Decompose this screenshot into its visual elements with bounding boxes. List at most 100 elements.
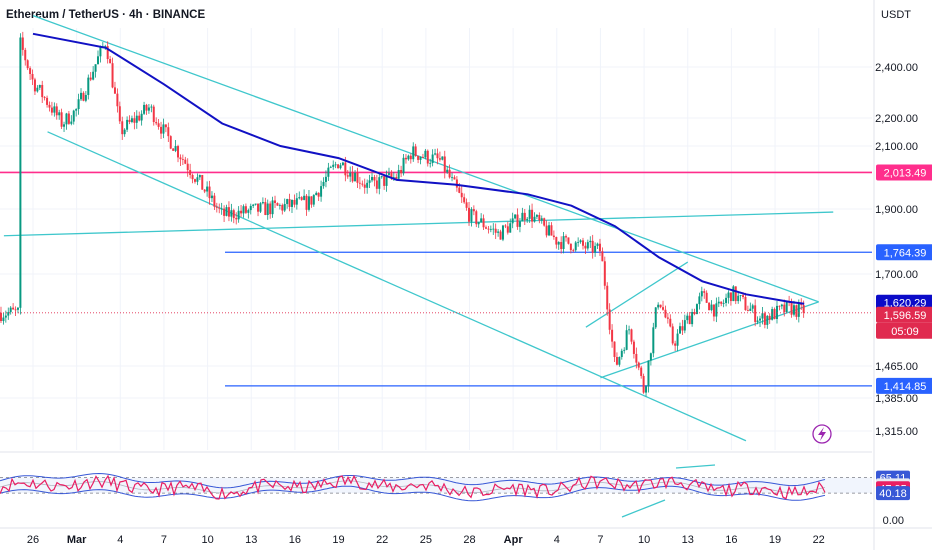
candle-body [671,326,674,344]
candle-body [354,172,357,182]
candle-body [36,87,39,92]
candle-body [24,49,27,61]
candle-body [662,307,665,310]
candle-body [565,236,568,238]
candle-body [778,305,781,307]
price-tick-label: 1,385.00 [875,393,918,405]
time-axis[interactable]: 26 Mar 4 7 10 13 16 19 22 25 28 Apr 4 7 10 13 16 19 22 [0,527,932,546]
candle-body [218,207,221,209]
candle-body [191,175,194,180]
candle-body [645,386,648,393]
candle-body [70,121,73,124]
price-tick-label: 1,700.00 [875,269,918,281]
candle-body [392,177,395,178]
candle-body [196,177,199,182]
candle-body [567,237,570,244]
candle-body [305,195,308,210]
candle-body [67,113,70,124]
candle-body [53,106,56,113]
candle-body [630,329,633,342]
candle-body [257,203,260,212]
candle-body [659,304,662,308]
rsi-level-badge [876,486,910,501]
candle-body [329,166,332,168]
candle-body [594,245,597,253]
candle-body [82,92,85,101]
candle-body [254,203,257,205]
candle-body [754,305,757,322]
candle-body [283,203,286,211]
time-tick-label: 4 [554,534,560,546]
candle-body [419,156,422,160]
level-badge-text: 1,414.85 [884,381,927,393]
candle-body [223,208,226,216]
candle-body [455,179,458,188]
lightning-icon[interactable] [812,424,832,444]
candle-body [237,210,240,220]
chart-title: Ethereum / TetherUS · 4h · BINANCE [6,9,205,21]
candle-body [208,186,211,199]
candle-body [518,221,521,227]
candle-body [409,155,412,160]
candle-body [421,156,424,158]
candle-body [489,228,492,230]
time-tick-label: 13 [682,534,694,546]
candle-body [26,60,29,69]
candle-body [334,164,337,166]
candle-body [130,118,133,122]
rsi-pane [0,451,872,518]
candle-body [727,292,730,298]
candle-body [184,159,187,164]
candle-body [293,199,296,205]
candle-body [140,113,143,121]
candle-body [332,164,335,167]
candle-body [14,309,17,311]
candle-body [84,94,87,101]
candle-body [649,353,652,361]
candle-body [60,112,63,127]
last-price-badge-text: 1,596.59 [884,310,927,322]
trendlines [3,14,834,442]
price-tick-label: 1,315.00 [875,426,918,438]
time-tick-label: 10 [201,534,213,546]
candle-body [438,158,441,160]
candle-body [227,207,230,217]
candle-body [426,150,429,164]
grid [0,28,872,450]
candle-body [92,71,95,80]
candle-body [511,218,514,224]
horizontal-levels [0,171,872,387]
price-tick-label: 1,900.00 [875,204,918,216]
candle-body [436,153,439,159]
candle-body [763,313,766,325]
candle-body [732,286,735,302]
candle-body [674,343,677,346]
candle-body [695,304,698,315]
candle-body [150,106,153,108]
candle-body [116,93,119,107]
candle-body [344,162,347,176]
candle-body [111,63,114,88]
candle-body [759,318,762,321]
candle-body [691,312,694,325]
candle-body [387,173,390,175]
candle-body [48,104,51,108]
candle-body [555,237,558,245]
candle-body [104,46,107,47]
candle-body [167,127,170,137]
candle-body [676,333,679,346]
price-axis[interactable]: 2,400.00 2,200.00 2,100.00 1,900.00 1,700.00… [873,0,932,550]
candle-body [480,218,483,223]
candle-body [373,177,376,181]
candle-body [572,250,575,251]
candle-body [470,209,473,222]
candle-body [189,170,192,176]
candle-body [560,242,563,250]
candle-body [562,236,565,250]
candle-body [613,341,616,357]
candle-body [72,110,75,122]
candle-body [771,309,774,320]
candle-body [615,356,618,365]
candle-body [703,291,706,293]
